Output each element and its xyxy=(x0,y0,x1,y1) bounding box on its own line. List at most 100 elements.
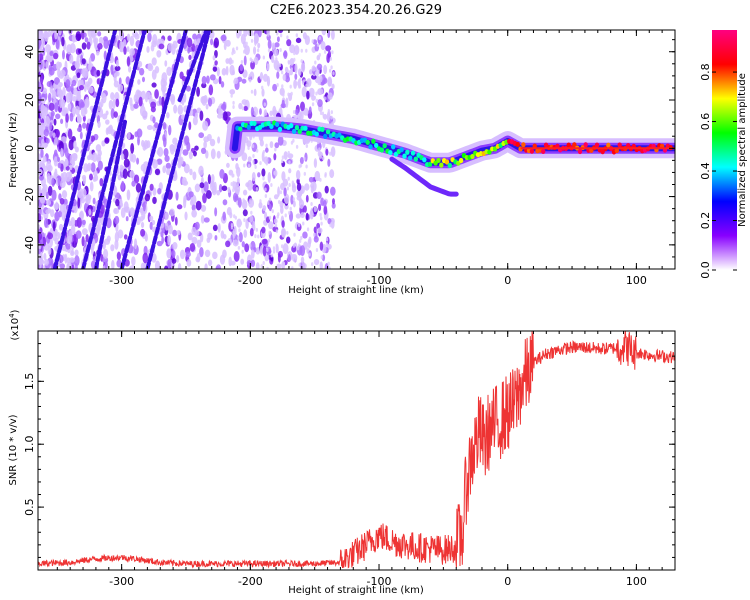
noise-speckle xyxy=(324,96,327,101)
noise-speckle xyxy=(69,54,74,64)
x-tick-label: -200 xyxy=(238,274,263,287)
noise-speckle xyxy=(240,60,244,65)
noise-speckle xyxy=(252,106,259,117)
noise-speckle xyxy=(167,42,174,52)
noise-speckle xyxy=(152,187,157,196)
noise-speckle xyxy=(243,55,247,66)
noise-speckle xyxy=(280,205,284,215)
ridge-blob xyxy=(325,129,331,135)
noise-speckle xyxy=(219,254,226,265)
noise-speckle xyxy=(85,234,89,243)
noise-speckle xyxy=(112,98,116,109)
noise-speckle xyxy=(298,243,301,248)
noise-speckle xyxy=(246,140,252,148)
noise-speckle xyxy=(53,52,59,60)
noise-speckle xyxy=(198,132,205,139)
noise-speckle xyxy=(325,148,329,156)
noise-speckle xyxy=(182,149,189,156)
x-tick-label: -200 xyxy=(238,575,263,588)
noise-speckle xyxy=(329,56,333,61)
noise-speckle xyxy=(140,221,145,229)
noise-speckle xyxy=(265,161,269,166)
ridge-blob xyxy=(577,148,583,155)
noise-speckle xyxy=(293,79,297,90)
noise-speckle xyxy=(303,156,306,161)
noise-speckle xyxy=(238,30,242,37)
noise-speckle xyxy=(158,38,165,45)
noise-speckle xyxy=(264,211,268,220)
noise-speckle xyxy=(205,190,212,200)
noise-speckle xyxy=(289,46,292,51)
noise-speckle xyxy=(186,259,192,267)
noise-speckle xyxy=(330,110,334,115)
noise-speckle xyxy=(225,240,231,248)
noise-speckle xyxy=(273,60,276,65)
noise-speckle xyxy=(38,213,42,223)
noise-speckle xyxy=(97,160,103,171)
ridge-blob xyxy=(439,162,444,168)
noise-speckle xyxy=(261,88,265,97)
noise-speckle xyxy=(116,251,121,261)
noise-speckle xyxy=(147,62,153,70)
noise-speckle xyxy=(303,205,307,213)
noise-speckle xyxy=(281,228,286,238)
ridge-blob xyxy=(625,143,631,149)
noise-speckle xyxy=(276,83,279,88)
noise-speckle xyxy=(286,35,289,40)
noise-speckle xyxy=(50,110,55,117)
noise-speckle xyxy=(54,211,60,222)
noise-speckle xyxy=(144,193,151,202)
noise-speckle xyxy=(122,168,128,180)
noise-speckle xyxy=(305,194,309,203)
noise-speckle xyxy=(49,122,53,131)
noise-speckle xyxy=(47,232,54,240)
noise-speckle xyxy=(300,59,303,64)
noise-speckle xyxy=(47,185,53,197)
noise-speckle xyxy=(125,216,129,222)
noise-speckle xyxy=(139,215,144,222)
noise-speckle xyxy=(176,229,181,236)
ridge-blob xyxy=(238,126,243,132)
noise-speckle xyxy=(138,96,143,107)
noise-speckle xyxy=(313,206,318,213)
noise-speckle xyxy=(273,171,276,176)
noise-speckle xyxy=(246,259,253,266)
noise-speckle xyxy=(189,168,193,176)
noise-speckle xyxy=(91,152,98,163)
noise-speckle xyxy=(306,78,312,88)
noise-speckle xyxy=(276,71,280,79)
noise-speckle xyxy=(120,153,125,161)
noise-speckle xyxy=(273,48,279,57)
noise-speckle xyxy=(80,106,87,118)
noise-speckle xyxy=(297,222,301,227)
noise-speckle xyxy=(104,261,108,269)
noise-speckle xyxy=(177,104,184,116)
noise-speckle xyxy=(110,108,115,119)
noise-speckle xyxy=(220,81,225,88)
noise-speckle xyxy=(60,118,64,125)
noise-speckle xyxy=(65,92,71,104)
noise-speckle xyxy=(175,191,179,201)
noise-speckle xyxy=(88,57,92,67)
noise-speckle xyxy=(262,261,265,266)
noise-speckle xyxy=(200,147,207,155)
noise-speckle xyxy=(255,148,259,153)
noise-speckle xyxy=(54,228,58,237)
noise-speckle xyxy=(123,46,127,55)
noise-speckle xyxy=(212,224,218,232)
noise-speckle xyxy=(243,229,248,238)
noise-speckle xyxy=(282,178,289,187)
noise-speckle xyxy=(295,169,301,180)
noise-speckle xyxy=(39,258,45,265)
noise-speckle xyxy=(207,259,213,267)
noise-speckle xyxy=(200,96,206,104)
noise-speckle xyxy=(243,49,246,54)
noise-speckle xyxy=(268,203,272,210)
noise-speckle xyxy=(89,173,93,181)
noise-speckle xyxy=(263,102,267,107)
noise-speckle xyxy=(232,188,235,193)
ridge-blob xyxy=(274,121,280,128)
noise-speckle xyxy=(82,176,87,185)
noise-speckle xyxy=(115,98,120,108)
